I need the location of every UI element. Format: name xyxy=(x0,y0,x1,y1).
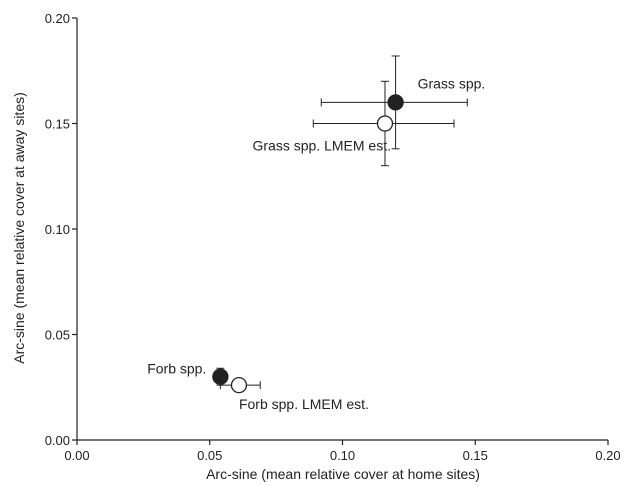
data-point-group: Grass spp. LMEM est. xyxy=(252,80,455,167)
open-circle-marker xyxy=(376,115,394,132)
point-label: Forb spp. xyxy=(147,361,206,377)
point-label: Grass spp. LMEM est. xyxy=(252,138,390,154)
y-axis-label: Arc-sine (mean relative cover at away si… xyxy=(11,92,27,364)
data-point-group: Forb spp. xyxy=(147,361,229,386)
y-tick-label: 0.15 xyxy=(45,117,70,132)
y-tick-label: 0.05 xyxy=(45,328,70,343)
x-tick-label: 0.05 xyxy=(197,448,222,463)
point-label: Grass spp. xyxy=(418,75,486,91)
data-point-group: Forb spp. LMEM est. xyxy=(219,376,369,412)
x-tick-label: 0.10 xyxy=(330,448,355,463)
data-marks: Grass spp. Grass spp. LMEM est. Forb spp. F… xyxy=(147,55,486,412)
y-tick-label: 0.10 xyxy=(45,222,70,237)
filled-circle-marker xyxy=(387,94,404,111)
data-point-group: Grass spp. xyxy=(320,55,486,150)
y-tick-label: 0.00 xyxy=(45,433,70,448)
ticks: 0.00 0.05 0.10 0.15 0.20 0.00 0.05 0.10 0.15 0.20 xyxy=(45,11,621,463)
x-tick-label: 0.15 xyxy=(463,448,488,463)
x-axis-label: Arc-sine (mean relative cover at home si… xyxy=(206,466,480,482)
point-label: Forb spp. LMEM est. xyxy=(239,396,369,412)
x-tick-label: 0.00 xyxy=(64,448,89,463)
x-tick-label: 0.20 xyxy=(595,448,620,463)
open-circle-marker xyxy=(230,376,248,394)
y-tick-label: 0.20 xyxy=(45,11,70,26)
